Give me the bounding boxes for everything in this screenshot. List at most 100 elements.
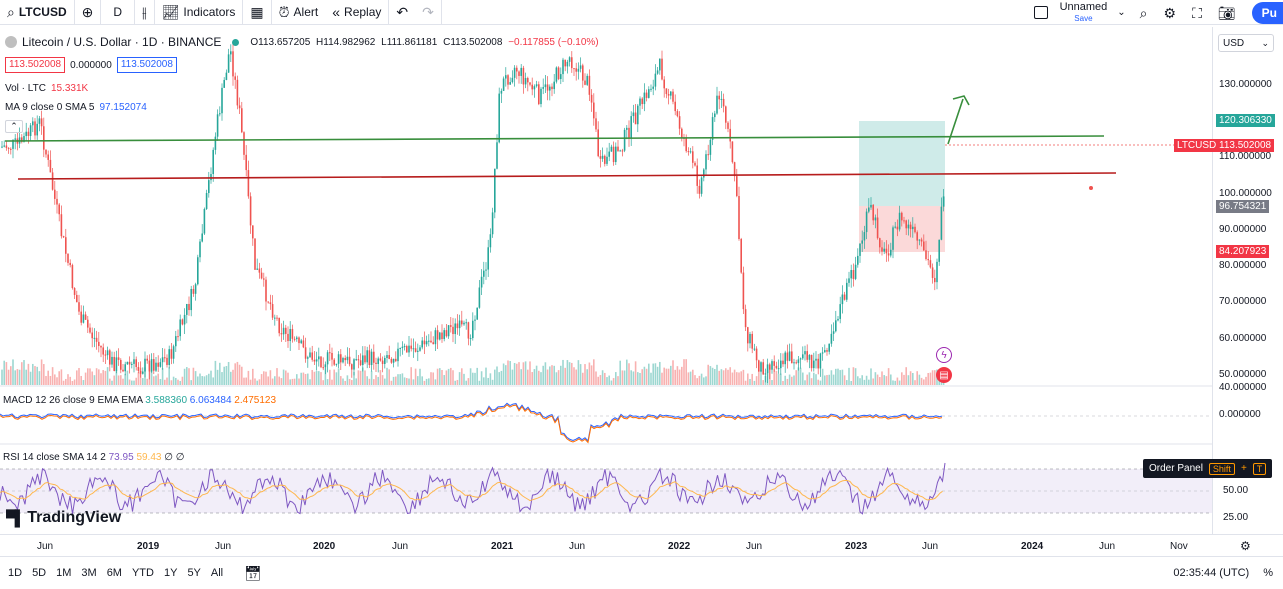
candle-body	[863, 232, 866, 241]
compare-button[interactable]: ⊕	[75, 0, 102, 25]
volume-bar	[826, 375, 828, 385]
range-1y-button[interactable]: 1Y	[163, 567, 178, 579]
candle-body	[254, 238, 256, 270]
undo-button[interactable]: ↶	[389, 0, 415, 25]
range-5d-button[interactable]: 5D	[32, 567, 47, 579]
gear-icon[interactable]: ⚙	[1240, 539, 1251, 553]
order-panel-tooltip[interactable]: Order Panel Shift + T	[1143, 459, 1273, 478]
quick-search-icon[interactable]: ⌕	[1139, 4, 1148, 21]
percent-scale-button[interactable]: %	[1263, 566, 1273, 579]
range-ytd-button[interactable]: YTD	[131, 567, 154, 579]
projection-arrow[interactable]	[947, 98, 964, 145]
publish-button[interactable]: Pu	[1251, 1, 1283, 24]
volume-bar	[736, 372, 738, 385]
candle-body	[175, 336, 177, 347]
candle-body	[533, 86, 536, 90]
range-all-button[interactable]: All	[210, 567, 224, 579]
range-1d-button[interactable]: 1D	[8, 567, 23, 579]
redo-button[interactable]: ↷	[415, 0, 442, 25]
candle-body	[597, 129, 599, 157]
volume-bar	[208, 373, 210, 385]
volume-bar	[179, 380, 181, 385]
candle-body	[62, 236, 65, 238]
volume-bar	[364, 370, 366, 385]
time-axis[interactable]: Jun 2019 Jun 2020 Jun 2021 Jun 2022 Jun …	[0, 534, 1283, 556]
indicators-button[interactable]: 📈︎ Indicators	[155, 0, 244, 25]
candle-body	[883, 248, 885, 252]
volume-bar	[69, 376, 71, 385]
volume-bar	[472, 372, 474, 385]
templates-button[interactable]: ▦	[243, 0, 272, 25]
support-trendline[interactable]	[17, 172, 1117, 180]
candle-body	[795, 362, 797, 364]
candle-body	[837, 318, 839, 321]
market-status-icon[interactable]	[232, 38, 240, 46]
volume-bar	[36, 366, 38, 385]
candle-body	[368, 350, 371, 366]
candle-body	[157, 362, 159, 367]
volume-bar	[5, 362, 8, 385]
volume-bar	[465, 380, 467, 385]
range-3m-button[interactable]: 3M	[81, 567, 97, 579]
lightning-event-icon[interactable]: ϟ	[936, 347, 952, 363]
gear-icon[interactable]: ⚙	[1163, 4, 1177, 21]
volume-bar	[348, 378, 351, 385]
volume-bar	[551, 365, 553, 385]
candle-body	[661, 58, 663, 80]
volume-bar	[84, 372, 87, 385]
volume-bar	[914, 380, 916, 385]
position-profit-zone[interactable]	[859, 121, 945, 206]
candle-body	[604, 155, 606, 164]
resistance-trendline[interactable]	[4, 135, 1105, 142]
volume-bar	[324, 368, 327, 385]
layout-icon[interactable]	[1033, 6, 1048, 19]
open-value: O113.657205	[250, 36, 311, 48]
candle-body	[821, 352, 824, 354]
candle-body	[535, 84, 538, 87]
volume-bar	[153, 376, 155, 385]
candle-body	[861, 240, 863, 244]
volume-bar	[577, 360, 580, 385]
volume-bar	[278, 376, 280, 385]
interval-button[interactable]: D	[101, 0, 136, 25]
currency-select[interactable]: USD ⌄	[1218, 34, 1274, 52]
volume-bar	[181, 376, 184, 385]
range-6m-button[interactable]: 6M	[106, 567, 122, 579]
volume-bar	[606, 377, 608, 385]
utc-clock[interactable]: 02:35:44 (UTC)	[1173, 566, 1250, 579]
candle-body	[177, 336, 179, 338]
candle-body	[298, 337, 300, 344]
volume-bar	[533, 369, 536, 385]
volume-bar	[403, 377, 406, 385]
fullscreen-icon[interactable]: ⛶	[1192, 4, 1202, 21]
chart-pane[interactable]: Litecoin / U.S. Dollar · 1D · BINANCE O1…	[0, 27, 1212, 534]
range-5y-button[interactable]: 5Y	[187, 567, 201, 579]
candle-body	[850, 270, 852, 279]
camera-icon[interactable]: 📷︎	[1217, 4, 1236, 21]
candle-body	[373, 351, 375, 363]
chevron-down-icon[interactable]: ⌄	[1117, 6, 1126, 18]
sell-price-box[interactable]: 113.502008	[5, 57, 66, 73]
candle-body	[815, 358, 817, 361]
candle-body	[736, 176, 738, 197]
alert-button[interactable]: ⏰︎ Alert	[272, 0, 326, 25]
range-1m-button[interactable]: 1M	[56, 567, 72, 579]
volume-bar	[879, 377, 881, 385]
volume-bar	[685, 359, 687, 385]
chart-type-button[interactable]: ⫲	[135, 0, 155, 25]
price-axis[interactable]: USD ⌄ 130.000000 110.000000 100.000000 9…	[1212, 27, 1283, 534]
replay-button[interactable]: « Replay	[325, 0, 390, 25]
collapse-legend-button[interactable]: ⌃	[5, 120, 23, 133]
candle-body	[518, 71, 520, 76]
candle-body	[144, 358, 146, 372]
layout-name-button[interactable]: Unnamed Save	[1060, 1, 1108, 24]
candle-body	[406, 346, 408, 353]
date-range-icon[interactable]: 📅︎	[244, 564, 262, 581]
candle-body	[232, 51, 234, 77]
buy-price-box[interactable]: 113.502008	[116, 57, 177, 73]
chart-canvas[interactable]	[0, 27, 1212, 534]
volume-bar	[102, 370, 104, 385]
symbol-search[interactable]: ⌕ LTCUSD	[0, 0, 75, 25]
candle-body	[245, 154, 247, 171]
economic-event-flag-icon[interactable]: ▤	[936, 367, 952, 383]
